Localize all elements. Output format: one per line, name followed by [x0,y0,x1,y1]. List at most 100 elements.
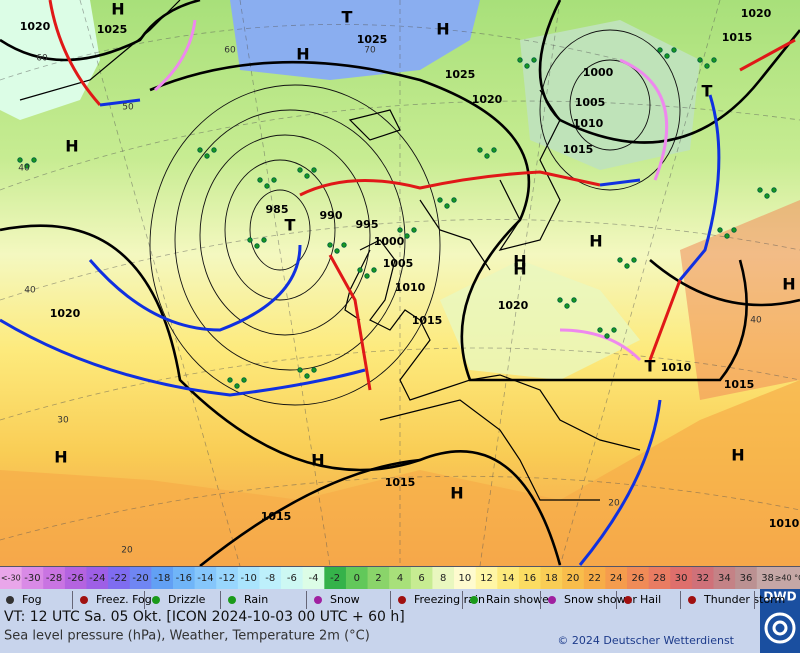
colorbar-label: 12 [480,573,493,584]
pressure-label: 1025 [357,33,388,46]
colorbar-label: -22 [111,573,127,584]
rain-dot [524,63,530,69]
colorbar-cell [605,567,628,589]
colorbar-cell [389,567,412,589]
pressure-center: T [342,8,353,27]
coastline [379,399,600,501]
coastline [419,199,491,271]
colorbar-cell [367,567,390,589]
rain-dot [397,227,403,233]
legend-divider [220,591,221,609]
colorbar-cell [410,567,433,589]
pressure-label: 1020 [472,93,503,106]
grid-line [0,100,800,191]
weather-icon [398,596,406,604]
colorbar-cell [64,567,87,589]
coastline [348,109,401,141]
rain-dot [257,177,263,183]
colorbar-cell [345,567,369,589]
rain-dot [484,153,490,159]
rain-dot [211,147,217,153]
legend-divider [390,591,391,609]
colorbar-label: 30 [675,573,688,584]
legend-divider [754,591,755,609]
front [328,254,372,391]
rain-dot [411,227,417,233]
colorbar-label: ≥40 °C [775,574,800,583]
rain-dot [631,257,637,263]
weather-label: Snow [330,593,360,606]
weather-icon [688,596,696,604]
rain-dot [234,383,240,389]
pressure-label: 1000 [583,66,614,79]
colorbar-label: 0 [354,573,360,584]
front [599,178,641,187]
rain-dot [17,157,23,163]
colorbar-cell [627,567,650,589]
rain-dot [571,297,577,303]
colorbar-label: -14 [197,573,213,584]
rain-dot [297,367,303,373]
pressure-label: 1010 [769,517,800,530]
legend-divider [72,591,73,609]
legend-divider [306,591,307,609]
isobar-thick [149,60,748,382]
colorbar-cell [497,567,520,589]
colorbar-label: 6 [418,573,424,584]
rain-dot [764,193,770,199]
legend-divider [144,591,145,609]
weather-label: Hail [640,593,661,606]
rain-dot [611,327,617,333]
pressure-center: H [296,45,309,64]
front [678,94,721,281]
grid-label: 30 [57,416,69,426]
colorbar-label: -2 [330,573,340,584]
pressure-label: 1010 [395,281,426,294]
rain-dot [254,243,260,249]
pressure-label: 985 [266,203,289,216]
warm-area [680,200,800,400]
colorbar-label: -28 [46,573,62,584]
colorbar-cell [756,567,779,589]
colorbar-cell [108,567,131,589]
description: Sea level pressure (hPa), Weather, Tempe… [4,629,370,644]
colorbar-label: -12 [219,573,235,584]
pressure-label: 1015 [724,378,755,391]
colorbar-label: <-30 [1,574,21,583]
grid-line [239,0,331,567]
colorbar-cell [21,567,44,589]
colorbar-cell [43,567,66,589]
colorbar-label: -26 [68,573,84,584]
cold-area [230,0,480,80]
rain-dot [261,237,267,243]
weather-label: Freez. Fog [96,593,152,606]
pressure-label: 1005 [383,257,414,270]
rain-dot [297,167,303,173]
rain-dot [334,248,340,254]
colorbar-label: 20 [567,573,580,584]
legend-divider [540,591,541,609]
isobar [224,159,336,301]
grid-label: 70 [364,46,376,56]
colorbar-label: -4 [309,573,319,584]
rain-dot [491,147,497,153]
colorbar-cell [129,567,152,589]
weather-icon [548,596,556,604]
rain-dot [197,147,203,153]
pressure-center: H [436,20,449,39]
copyright: © 2024 Deutscher Wetterdienst [557,634,734,647]
pressure-center: H [513,252,526,271]
cool-area [520,20,700,170]
rain-dot [341,242,347,248]
grid-label: 40 [750,316,762,326]
colorbar-label: 38 [761,573,774,584]
weather-label: Drizzle [168,593,206,606]
pressure-center: H [513,260,526,279]
isobar-thick [0,0,201,62]
colorbar-cell [540,567,563,589]
colorbar-label: 8 [440,573,446,584]
rain-dot [357,267,363,273]
pressure-label: 1010 [573,117,604,130]
rain-dot [204,153,210,159]
